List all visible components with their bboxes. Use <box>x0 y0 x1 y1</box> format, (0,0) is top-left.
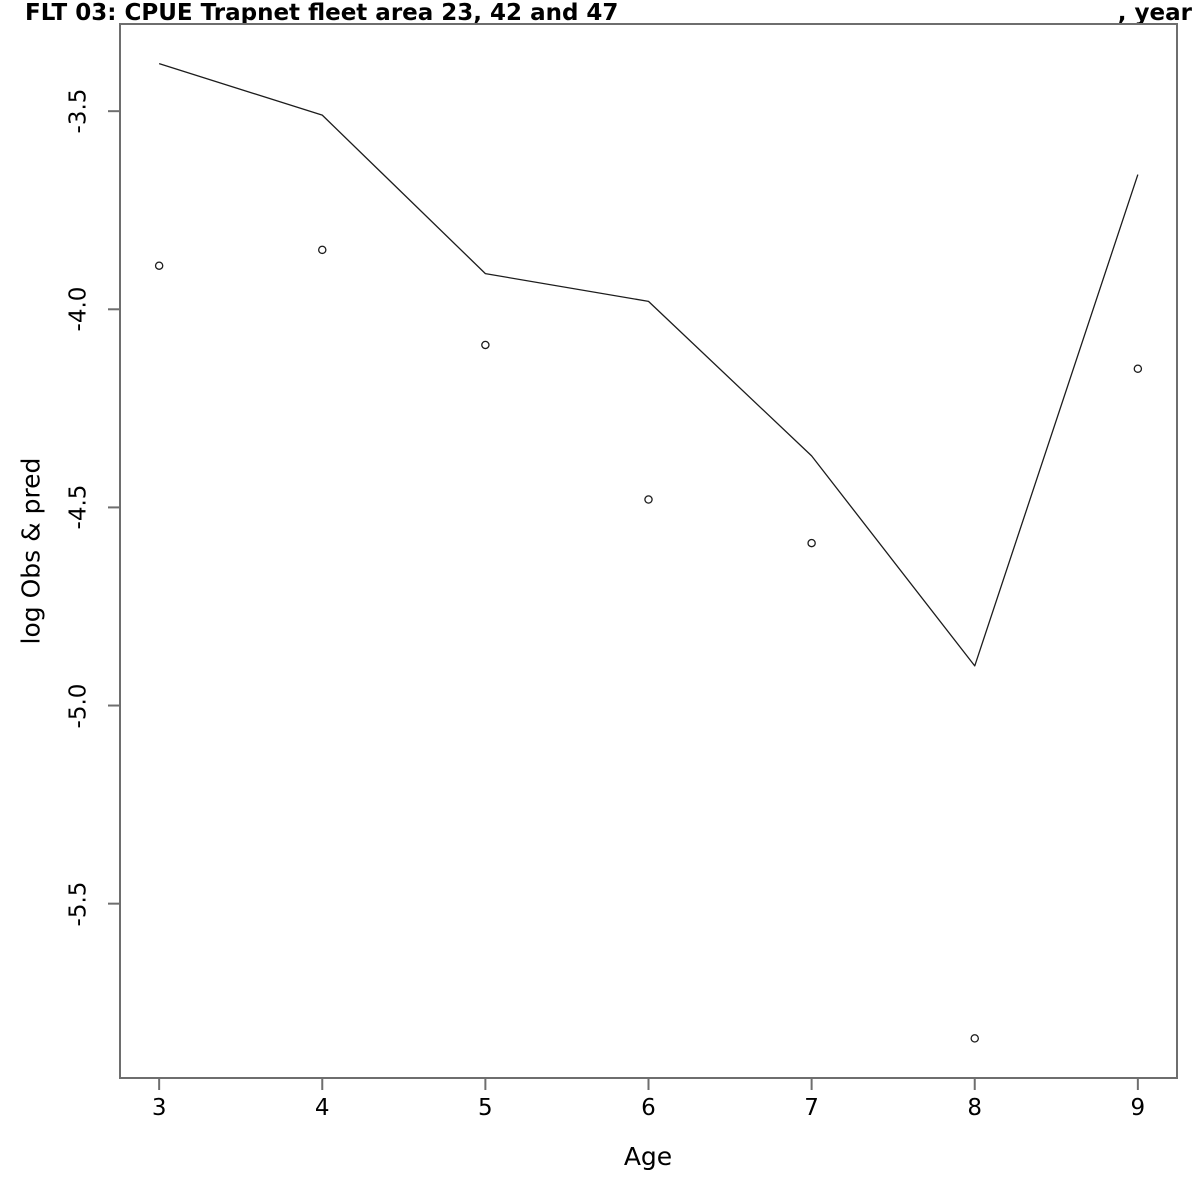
x-tick-label: 6 <box>641 1095 656 1121</box>
y-tick-label: -5.0 <box>65 683 92 728</box>
y-tick-label: -3.5 <box>65 88 92 134</box>
observed-point <box>318 245 327 255</box>
x-tick-label: 3 <box>151 1095 167 1121</box>
x-tick-label: 9 <box>1130 1095 1146 1121</box>
y-tick-label: -4.5 <box>65 484 92 530</box>
plot-title: FLT 03: CPUE Trapnet fleet area 23, 42 a… <box>25 0 619 26</box>
x-tick-label: 8 <box>967 1095 983 1121</box>
x-axis-title: Age <box>623 1142 673 1171</box>
observed-point <box>154 261 164 270</box>
predicted-line <box>158 63 1139 667</box>
observed-point <box>807 538 816 548</box>
observed-point <box>481 340 490 350</box>
plot-box <box>119 23 1178 1079</box>
y-axis-title: log Obs & pred <box>16 457 46 645</box>
observed-point <box>644 495 653 504</box>
x-tick-label: 7 <box>804 1095 819 1121</box>
observed-point <box>970 1034 979 1043</box>
y-tick-label: -5.5 <box>65 881 92 927</box>
x-tick-label: 5 <box>478 1095 493 1121</box>
plot-title-year-suffix: , year <box>1117 0 1192 26</box>
y-tick-label: -4.0 <box>65 286 92 332</box>
x-tick-label: 4 <box>314 1095 330 1121</box>
observed-point <box>1133 364 1143 373</box>
